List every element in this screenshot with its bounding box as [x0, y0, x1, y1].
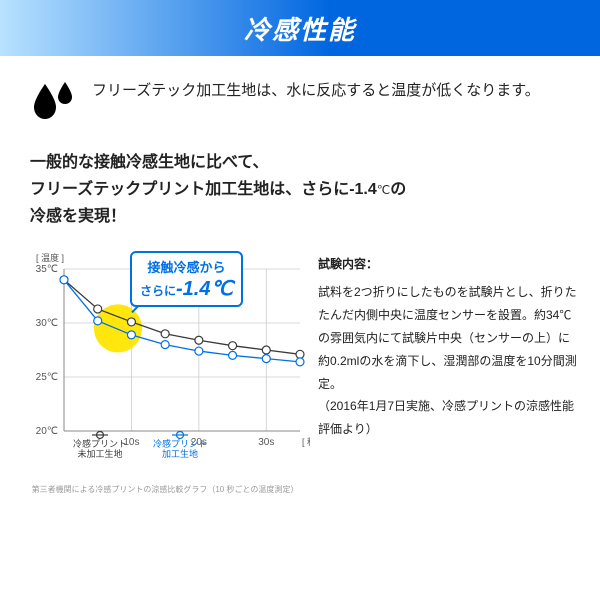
detail-note: （2016年1月7日実施、冷感プリントの涼感性能評価より） [318, 395, 580, 441]
callout-line2: さらに-1.4℃ [140, 276, 233, 301]
detail-body: 試料を2つ折りにしたものを試験片とし、折りたたんだ内側中央に温度センサーを設置。… [318, 281, 580, 395]
svg-text:冷感プリント: 冷感プリント [73, 438, 127, 449]
callout-line1: 接触冷感から [140, 257, 233, 276]
svg-text:加工生地: 加工生地 [162, 448, 198, 459]
headline-line1: 一般的な接触冷感生地に比べて、 [30, 149, 570, 176]
svg-text:冷感プリント: 冷感プリント [153, 438, 207, 449]
headline: 一般的な接触冷感生地に比べて、 フリーズテックプリント加工生地は、さらに-1.4… [0, 137, 600, 247]
svg-text:35℃: 35℃ [36, 264, 58, 275]
chart-callout: 接触冷感から さらに-1.4℃ [130, 251, 243, 307]
banner: 冷感性能 [0, 0, 600, 56]
chart: [ 温度 ]20℃25℃30℃35℃10s20s30s[ 秒 ]冷感プリント未加… [20, 247, 310, 495]
intro-row: フリーズテック加工生地は、水に反応すると温度が低くなります。 [0, 56, 600, 137]
svg-text:25℃: 25℃ [36, 372, 58, 383]
svg-text:30s: 30s [258, 437, 274, 448]
intro-text: フリーズテック加工生地は、水に反応すると温度が低くなります。 [92, 78, 540, 104]
headline-line2: フリーズテックプリント加工生地は、さらに-1.4℃の [30, 176, 570, 203]
water-drops-icon [30, 80, 76, 127]
headline-line3: 冷感を実現！ [30, 203, 570, 230]
chart-caption: 第三者機関による冷感プリントの涼感比較グラフ（10 秒ごとの温度測定） [20, 484, 310, 495]
banner-title: 冷感性能 [244, 10, 356, 47]
svg-text:30℃: 30℃ [36, 318, 58, 329]
content-row: [ 温度 ]20℃25℃30℃35℃10s20s30s[ 秒 ]冷感プリント未加… [0, 247, 600, 505]
test-detail: 試験内容： 試料を2つ折りにしたものを試験片とし、折りたたんだ内側中央に温度セン… [318, 247, 580, 495]
svg-text:[ 秒 ]: [ 秒 ] [302, 436, 310, 447]
svg-text:[ 温度 ]: [ 温度 ] [36, 252, 64, 263]
svg-text:未加工生地: 未加工生地 [77, 448, 122, 459]
svg-text:20℃: 20℃ [36, 426, 58, 437]
detail-title: 試験内容： [318, 253, 580, 276]
